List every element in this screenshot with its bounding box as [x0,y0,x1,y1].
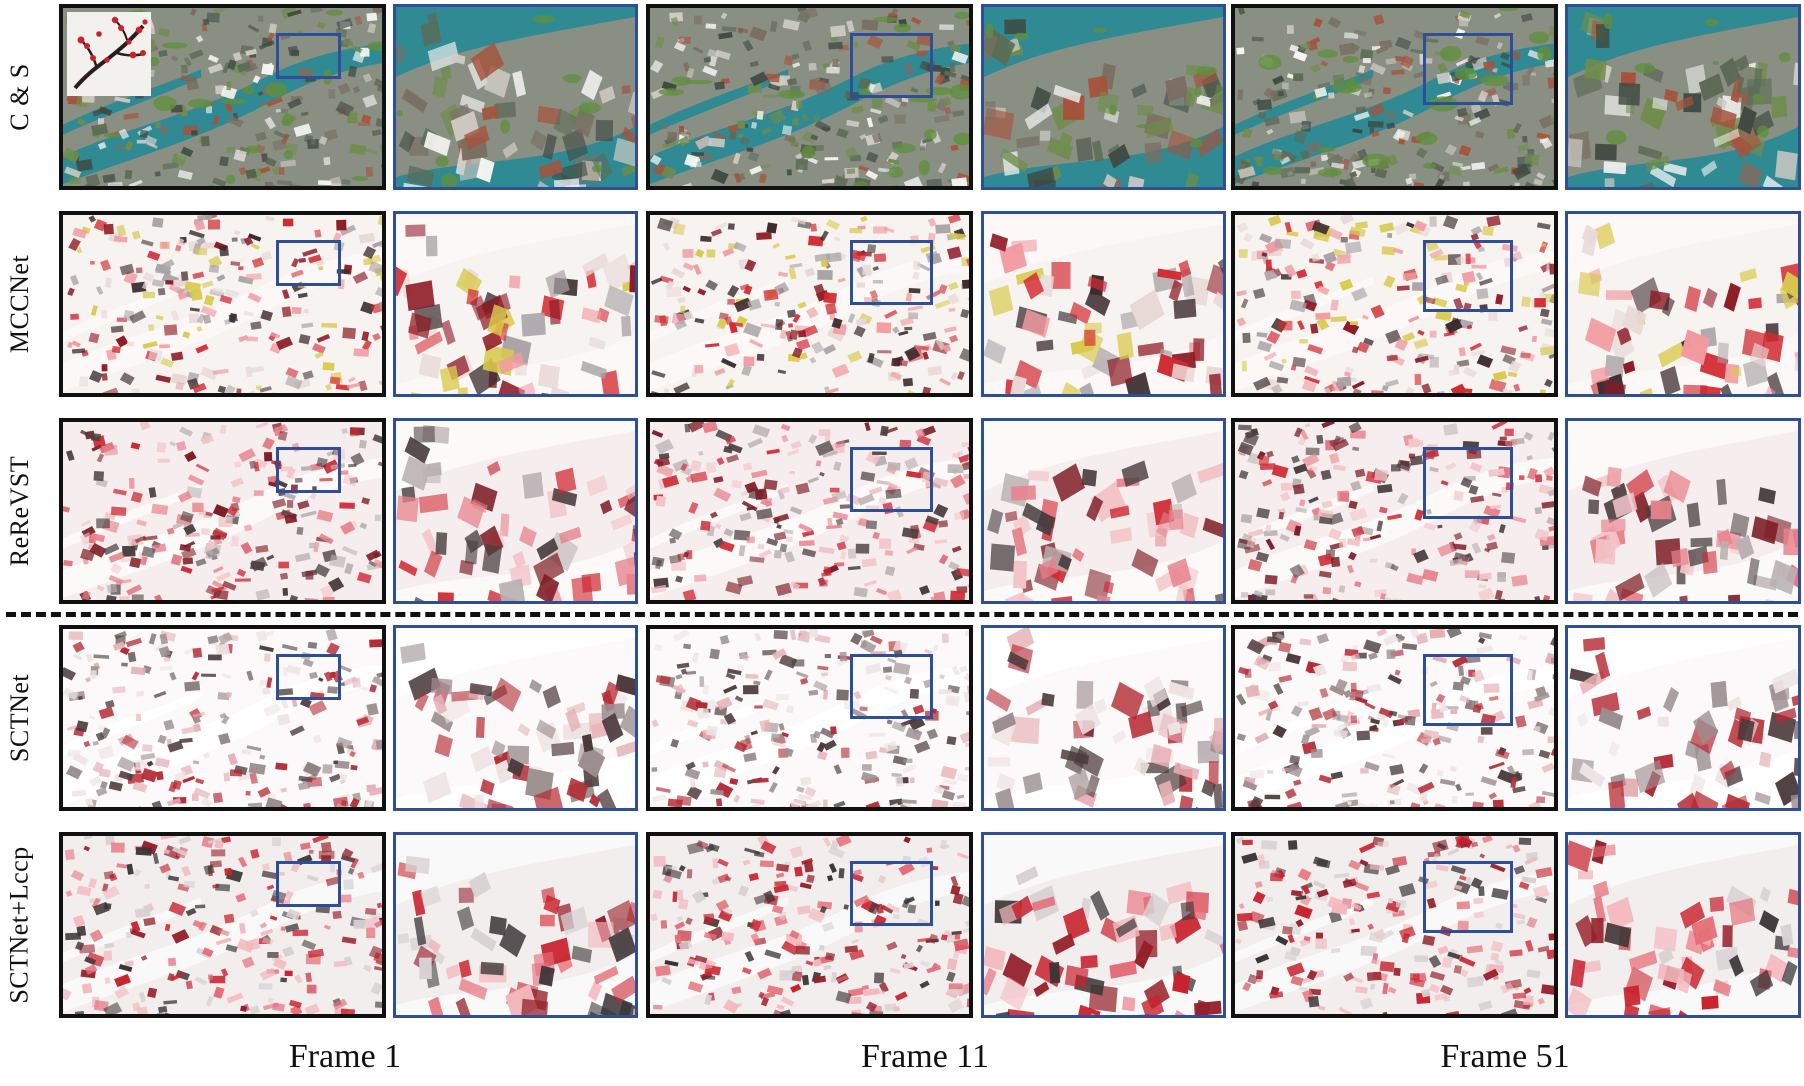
region-of-interest-box [1423,861,1513,933]
zoomed-crop-panel [1565,4,1801,190]
row-label: SCTNet+Lccp [0,832,40,1018]
frame-image [650,422,969,600]
region-of-interest-box [850,447,933,512]
zoomed-crop-panel [393,832,638,1018]
stylized-frame-panel [1231,832,1558,1018]
stylized-frame-panel [59,832,386,1018]
row-label-text: MCCNet [5,254,34,354]
zoomed-crop-panel [1565,832,1801,1018]
crop-image [1568,835,1798,1015]
frame-image [1235,629,1554,807]
zoomed-crop-panel [393,4,638,190]
region-of-interest-box [276,447,341,493]
stylized-frame-panel [59,625,386,811]
frame-image [1235,8,1554,186]
stylized-frame-panel [646,4,973,190]
crop-image [396,835,635,1015]
crop-image [984,214,1223,394]
crop-image [396,7,635,187]
crop-image [984,7,1223,187]
zoomed-crop-panel [981,418,1226,604]
zoomed-crop-panel [1565,211,1801,397]
stylized-frame-panel [646,211,973,397]
row-label-text: SCTNet+Lccp [5,846,35,1004]
frame-label: Frame 1 [288,1038,402,1075]
stylized-frame-panel [59,4,386,190]
zoomed-crop-panel [1565,625,1801,811]
dashed-divider [6,612,1798,617]
crop-image [984,421,1223,601]
region-of-interest-box [850,654,933,719]
stylized-frame-panel [646,832,973,1018]
region-of-interest-box [276,33,341,79]
frame-image [63,629,382,807]
stylized-frame-panel [646,418,973,604]
region-of-interest-box [1423,654,1513,726]
stylized-frame-panel [1231,625,1558,811]
crop-image [396,421,635,601]
row-label-text: SCTNet [5,673,35,763]
zoomed-crop-panel [393,211,638,397]
stylized-frame-panel [59,211,386,397]
stylized-frame-panel [1231,4,1558,190]
row-label-text: ReReVST [5,455,35,567]
crop-image [1568,421,1798,601]
crop-image [396,214,635,394]
frame-image [1235,215,1554,393]
crop-image [1568,214,1798,394]
zoomed-crop-panel [1565,418,1801,604]
region-of-interest-box [850,240,933,305]
row-label: C & S [0,4,40,190]
stylized-frame-panel [1231,418,1558,604]
row-label: ReReVST [0,418,40,604]
zoomed-crop-panel [981,4,1226,190]
row-label: SCTNet [0,625,40,811]
row-label-text: C & S [5,63,34,131]
zoomed-crop-panel [981,211,1226,397]
frame-label: Frame 11 [860,1038,990,1075]
crop-image [984,628,1223,808]
row-label: MCCNet [0,211,40,397]
frame-image [1235,836,1554,1014]
region-of-interest-box [276,654,341,700]
region-of-interest-box [1423,447,1513,519]
zoomed-crop-panel [393,418,638,604]
frame-image [650,836,969,1014]
region-of-interest-box [850,861,933,926]
region-of-interest-box [276,861,341,907]
region-of-interest-box [1423,33,1513,105]
stylized-frame-panel [646,625,973,811]
stylized-frame-panel [59,418,386,604]
region-of-interest-box [1423,240,1513,312]
plum-blossom-branch-icon [67,12,151,96]
crop-image [396,628,635,808]
crop-image [984,835,1223,1015]
frame-label: Frame 51 [1440,1038,1570,1075]
frame-image [63,422,382,600]
crop-image [1568,7,1798,187]
region-of-interest-box [850,33,933,98]
stylized-frame-panel [1231,211,1558,397]
crop-image [1568,628,1798,808]
zoomed-crop-panel [393,625,638,811]
region-of-interest-box [276,240,341,286]
frame-image [1235,422,1554,600]
zoomed-crop-panel [981,832,1226,1018]
zoomed-crop-panel [981,625,1226,811]
